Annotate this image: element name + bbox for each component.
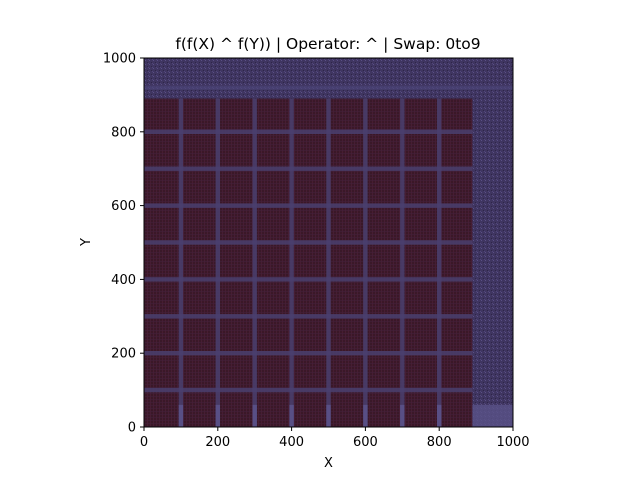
heatmap-horizontal-band xyxy=(144,240,473,245)
heatmap-top-strip xyxy=(144,58,513,99)
heatmap-band-stub xyxy=(215,404,221,427)
heatmap-band-stub xyxy=(436,404,442,427)
heatmap-horizontal-band xyxy=(144,166,473,171)
x-axis: 0 200 400 600 800 1000 xyxy=(140,427,530,450)
heatmap-horizontal-band xyxy=(144,387,473,393)
x-tick-label: 400 xyxy=(279,435,304,450)
plot-frame xyxy=(143,57,514,428)
y-tick-label: 200 xyxy=(111,347,136,362)
x-tick-label: 1000 xyxy=(496,435,529,450)
chart-title: f(f(X) ^ f(Y)) | Operator: ^ | Swap: 0to… xyxy=(175,35,480,53)
heatmap-right-strip xyxy=(472,58,513,427)
x-tick-label: 800 xyxy=(427,435,452,450)
heatmap-band-stub xyxy=(400,404,405,427)
y-tick-label: 0 xyxy=(128,421,136,436)
heatmap-image xyxy=(144,58,513,427)
heatmap-vertical-band xyxy=(436,98,442,427)
heatmap-vertical-band xyxy=(289,98,294,427)
heatmap-vertical-band xyxy=(326,98,331,427)
heatmap-top-highlight xyxy=(144,85,513,90)
heatmap-band-stub xyxy=(363,404,368,427)
heatmap-vertical-band xyxy=(400,98,405,427)
heatmap-vertical-band xyxy=(178,98,184,427)
heatmap-vertical-band xyxy=(252,98,257,427)
heatmap-horizontal-band xyxy=(144,350,473,356)
y-tick-label: 400 xyxy=(111,273,136,288)
heatmap-horizontal-band xyxy=(144,203,473,208)
heatmap-horizontal-band xyxy=(144,314,473,319)
y-tick-label: 600 xyxy=(111,199,136,214)
y-tick-label: 1000 xyxy=(103,52,136,67)
x-tick-label: 600 xyxy=(353,435,378,450)
heatmap-vertical-band xyxy=(215,98,221,427)
x-axis-label: X xyxy=(324,456,333,471)
heatmap-band-stub xyxy=(326,404,331,427)
x-tick-label: 200 xyxy=(205,435,230,450)
heatmap-band-stub xyxy=(289,404,294,427)
y-axis: 0 200 400 600 800 1000 xyxy=(103,52,144,436)
heatmap-horizontal-band xyxy=(144,129,473,135)
heatmap-vertical-band xyxy=(363,98,368,427)
heatmap-band-stub xyxy=(252,404,257,427)
heatmap-horizontal-band xyxy=(144,277,473,282)
x-tick-label: 0 xyxy=(140,435,148,450)
heatmap-band-stub xyxy=(178,404,184,427)
y-axis-label: Y xyxy=(79,238,94,247)
y-tick-label: 800 xyxy=(111,125,136,140)
heatmap-corner-block xyxy=(472,404,513,427)
